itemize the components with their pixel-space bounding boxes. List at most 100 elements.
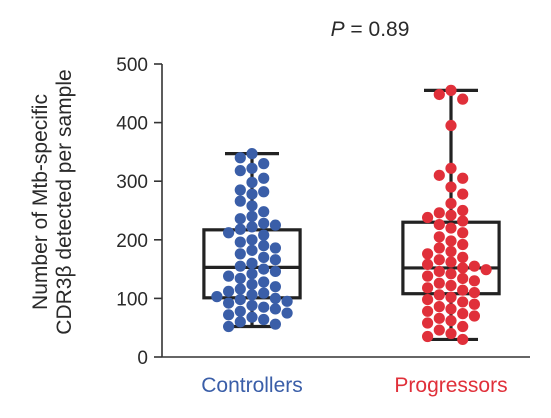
- data-point-controllers: [223, 227, 235, 239]
- data-point-progressors: [433, 88, 445, 101]
- data-point-progressors: [457, 93, 469, 105]
- data-point-controllers: [269, 265, 281, 278]
- data-point-progressors: [457, 284, 469, 296]
- y-tick-label: 0: [137, 348, 148, 369]
- data-point-progressors: [433, 207, 445, 219]
- data-point-controllers: [246, 289, 258, 301]
- y-axis-title-line-2: CDR3β detected per sample: [53, 69, 76, 334]
- data-point-progressors: [422, 270, 434, 282]
- data-point-controllers: [258, 276, 270, 288]
- data-point-progressors: [445, 279, 457, 292]
- p-value-symbol: P: [331, 18, 345, 41]
- data-point-progressors: [445, 222, 457, 234]
- data-point-progressors: [457, 215, 469, 227]
- data-point-progressors: [457, 238, 469, 251]
- data-point-controllers: [246, 257, 258, 269]
- data-point-progressors: [445, 119, 457, 132]
- data-point-controllers: [246, 234, 258, 246]
- data-point-progressors: [433, 301, 445, 313]
- data-point-progressors: [457, 262, 469, 274]
- data-point-progressors: [445, 256, 457, 268]
- data-point-controllers: [234, 305, 246, 317]
- data-point-controllers: [234, 223, 246, 235]
- data-point-controllers: [258, 206, 270, 218]
- y-axis-title: Number of Mtb-specific CDR3β detected pe…: [29, 69, 76, 334]
- data-point-progressors: [445, 197, 457, 210]
- data-point-progressors: [457, 296, 469, 308]
- data-point-progressors: [445, 245, 457, 258]
- data-point-controllers: [223, 297, 235, 309]
- data-point-controllers: [234, 272, 246, 285]
- y-axis-title-line-1: Number of Mtb-specific: [29, 94, 52, 310]
- y-tick-label: 300: [116, 172, 148, 193]
- data-point-progressors: [457, 308, 469, 320]
- data-point-controllers: [246, 311, 258, 323]
- data-point-progressors: [433, 324, 445, 336]
- data-point-controllers: [234, 283, 246, 295]
- data-point-controllers: [234, 165, 246, 177]
- data-point-controllers: [223, 285, 235, 297]
- data-point-controllers: [234, 184, 246, 196]
- data-point-controllers: [258, 263, 270, 275]
- data-point-controllers: [246, 188, 258, 200]
- data-point-controllers: [258, 229, 270, 241]
- data-point-controllers: [246, 299, 258, 312]
- data-point-progressors: [433, 231, 445, 243]
- data-point-controllers: [258, 287, 270, 299]
- data-point-controllers: [246, 278, 258, 290]
- y-tick-label: 100: [116, 289, 148, 310]
- data-point-controllers: [234, 248, 246, 260]
- category-label-progressors: Progressors: [394, 374, 507, 397]
- data-point-controllers: [211, 291, 223, 303]
- data-point-progressors: [480, 264, 492, 276]
- data-point-progressors: [457, 251, 469, 263]
- data-point-progressors: [445, 327, 457, 340]
- data-point-progressors: [422, 248, 434, 260]
- data-point-controllers: [234, 195, 246, 207]
- p-value-text: = 0.89: [345, 18, 410, 41]
- data-point-progressors: [433, 265, 445, 278]
- data-point-progressors: [468, 286, 480, 299]
- data-point-controllers: [269, 303, 281, 315]
- data-point-progressors: [457, 172, 469, 184]
- data-point-controllers: [223, 309, 235, 321]
- p-value-annotation: P = 0.89: [331, 18, 410, 41]
- data-point-progressors: [433, 289, 445, 301]
- data-point-controllers: [269, 219, 281, 231]
- data-point-progressors: [422, 293, 434, 306]
- data-point-progressors: [457, 204, 469, 217]
- data-point-progressors: [433, 242, 445, 254]
- data-point-controllers: [246, 148, 258, 160]
- data-point-controllers: [269, 292, 281, 304]
- data-point-progressors: [422, 317, 434, 329]
- data-point-controllers: [246, 176, 258, 188]
- category-label-controllers: Controllers: [201, 374, 303, 397]
- data-point-controllers: [258, 217, 270, 229]
- y-tick-label: 400: [116, 114, 148, 135]
- data-point-controllers: [246, 268, 258, 280]
- data-point-progressors: [445, 268, 457, 280]
- data-point-progressors: [422, 282, 434, 294]
- data-point-controllers: [258, 240, 270, 252]
- y-tick-label: 500: [116, 55, 148, 76]
- data-point-controllers: [258, 172, 270, 184]
- data-point-controllers: [281, 295, 293, 307]
- data-point-progressors: [445, 84, 457, 96]
- data-point-progressors: [422, 211, 434, 224]
- data-point-progressors: [457, 333, 469, 346]
- data-point-progressors: [422, 330, 434, 343]
- data-point-progressors: [433, 218, 445, 231]
- data-point-controllers: [269, 281, 281, 293]
- data-point-progressors: [433, 169, 445, 181]
- data-point-progressors: [445, 181, 457, 193]
- data-point-controllers: [258, 186, 270, 198]
- data-point-progressors: [433, 277, 445, 289]
- data-point-controllers: [234, 213, 246, 225]
- data-point-controllers: [223, 270, 235, 282]
- data-point-controllers: [246, 210, 258, 222]
- y-tick-label: 200: [116, 231, 148, 252]
- data-point-controllers: [269, 254, 281, 266]
- y-axis-ticks: 0 100 200 300 400 500: [116, 55, 162, 369]
- data-point-controllers: [246, 162, 258, 174]
- data-point-progressors: [468, 275, 480, 287]
